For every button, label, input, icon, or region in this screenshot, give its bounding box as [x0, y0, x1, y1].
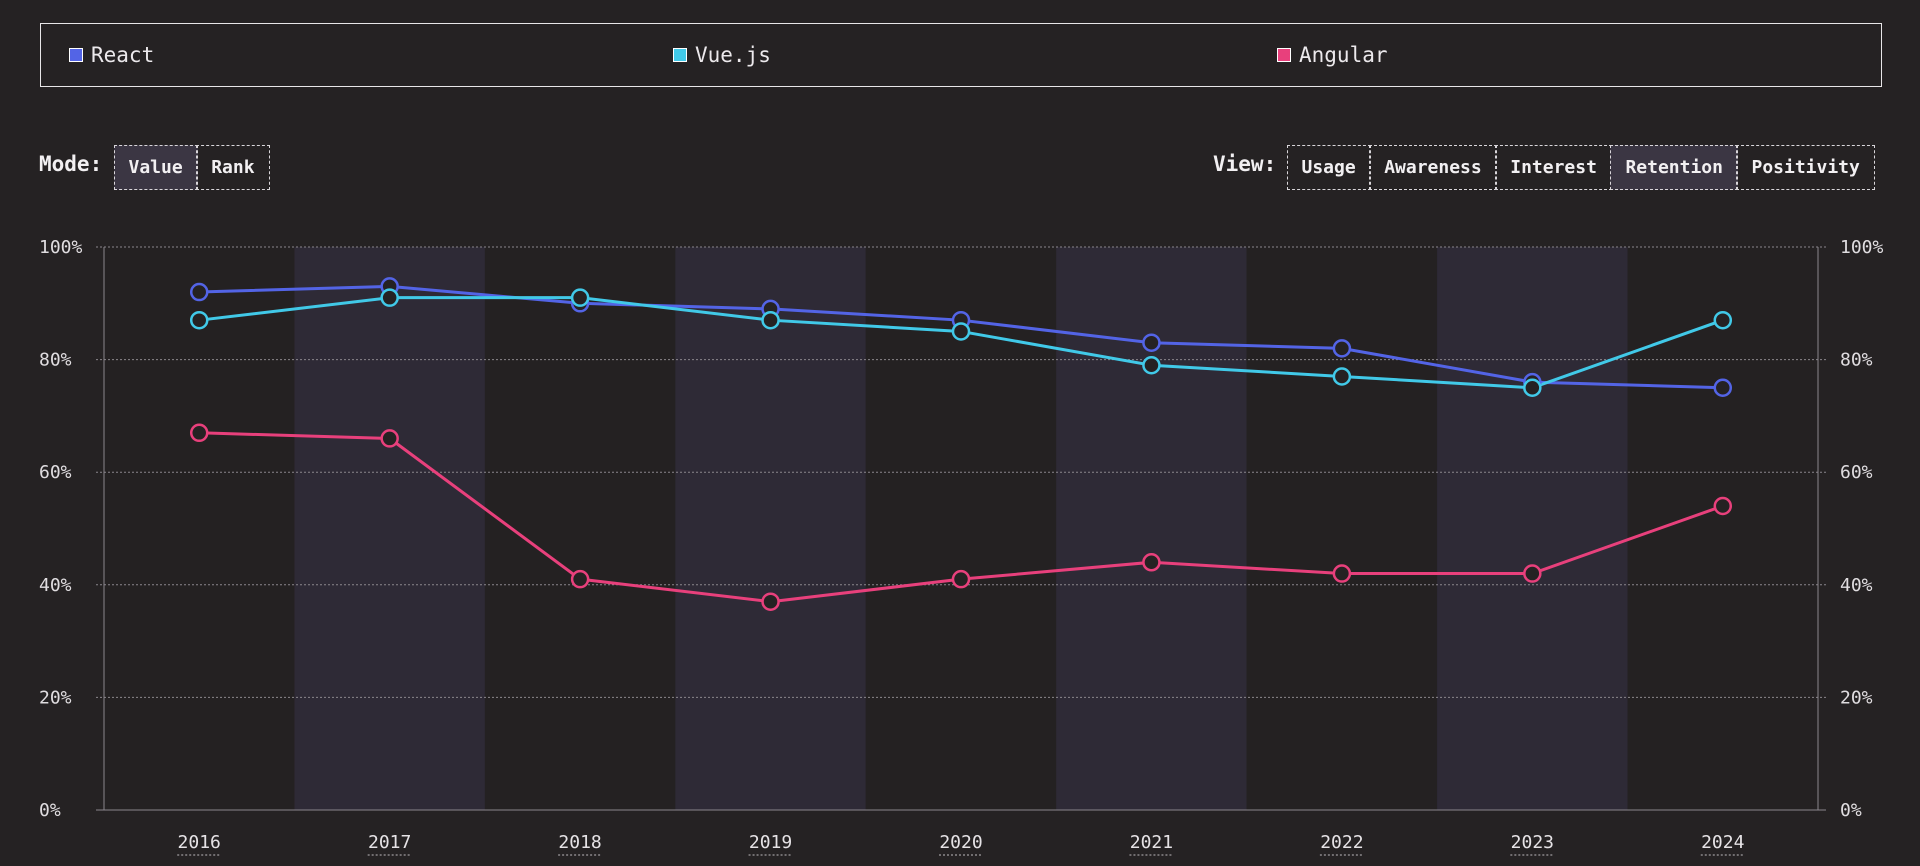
- data-point-react: [1142, 333, 1161, 352]
- data-point-angular: [380, 429, 399, 448]
- x-tick-label: 2016: [178, 832, 221, 853]
- x-tick-label: 2023: [1511, 832, 1554, 853]
- y-tick-label-right: 60%: [1840, 462, 1873, 483]
- data-point-vue-js: [1713, 310, 1733, 330]
- x-tick-label: 2024: [1701, 832, 1744, 853]
- column-band: [104, 247, 295, 810]
- y-tick-label-right: 80%: [1840, 350, 1873, 371]
- data-point-react: [1332, 339, 1352, 358]
- x-tick-label: 2019: [749, 832, 792, 853]
- column-band: [675, 247, 866, 810]
- data-point-vue-js: [570, 288, 590, 307]
- legend-swatch: [673, 47, 687, 62]
- view-awareness-button[interactable]: Awareness: [1369, 145, 1497, 190]
- data-point-react: [1713, 378, 1733, 397]
- mode-toggle-group: Value Rank: [113, 145, 270, 190]
- x-tick-label: 2021: [1130, 832, 1173, 853]
- data-point-angular: [189, 423, 209, 443]
- y-tick-label-left: 100%: [39, 237, 83, 258]
- legend-swatch: [1277, 47, 1291, 62]
- legend: React Vue.js Angular: [40, 23, 1882, 87]
- data-point-angular: [1142, 553, 1161, 572]
- data-point-vue-js: [951, 322, 971, 341]
- data-point-vue-js: [1332, 367, 1352, 386]
- y-tick-label-right: 0%: [1840, 800, 1862, 821]
- y-tick-label-left: 80%: [39, 350, 72, 371]
- x-tick-label: 2022: [1320, 832, 1363, 853]
- legend-label: Vue.js: [695, 42, 771, 67]
- x-tick-label: 2018: [558, 832, 601, 853]
- legend-label: Angular: [1299, 42, 1388, 67]
- mode-rank-button[interactable]: Rank: [196, 145, 270, 190]
- legend-item-vue-js[interactable]: Vue.js: [673, 24, 771, 85]
- legend-swatch: [69, 47, 83, 62]
- data-point-vue-js: [189, 310, 209, 330]
- view-toggle-group: Usage Awareness Interest Retention Positivit…: [1286, 145, 1875, 190]
- data-point-vue-js: [1142, 355, 1161, 375]
- mode-label: Mode:: [39, 152, 103, 176]
- legend-label: React: [91, 42, 155, 67]
- data-point-angular: [761, 592, 780, 611]
- y-tick-label-right: 40%: [1840, 575, 1873, 596]
- view-label: View:: [1213, 152, 1277, 176]
- y-tick-label-left: 20%: [39, 687, 72, 708]
- view-positivity-button[interactable]: Positivity: [1736, 145, 1875, 190]
- mode-value-button[interactable]: Value: [113, 145, 198, 190]
- column-band: [1246, 247, 1438, 810]
- data-point-vue-js: [761, 310, 780, 330]
- y-tick-label-left: 0%: [39, 800, 61, 821]
- data-point-vue-js: [1523, 378, 1542, 397]
- column-band: [484, 247, 676, 810]
- y-tick-label-left: 40%: [39, 575, 72, 596]
- y-tick-label-right: 100%: [1840, 237, 1884, 258]
- y-tick-label-left: 60%: [39, 462, 72, 483]
- data-point-vue-js: [380, 288, 399, 307]
- data-point-react: [189, 282, 209, 302]
- data-point-angular: [1332, 564, 1352, 583]
- data-point-angular: [570, 569, 590, 589]
- x-tick-label: 2020: [939, 832, 982, 853]
- legend-item-react[interactable]: React: [69, 24, 154, 85]
- y-tick-label-right: 20%: [1840, 687, 1873, 708]
- column-band: [865, 247, 1057, 810]
- column-band: [294, 247, 485, 810]
- data-point-angular: [951, 569, 971, 589]
- legend-item-angular[interactable]: Angular: [1277, 24, 1388, 85]
- view-usage-button[interactable]: Usage: [1286, 145, 1371, 190]
- data-point-angular: [1713, 496, 1733, 516]
- x-tick-label: 2017: [368, 832, 411, 853]
- column-band: [1437, 247, 1628, 810]
- data-point-angular: [1523, 564, 1542, 583]
- column-band: [1056, 247, 1247, 810]
